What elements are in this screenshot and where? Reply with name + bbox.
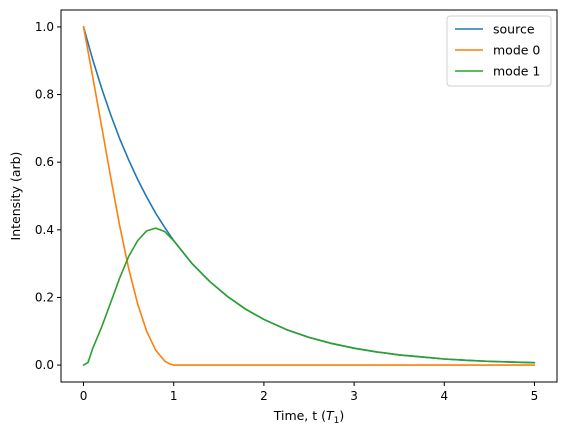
y-tick-label: 0.4 xyxy=(35,223,54,237)
x-axis-label: Time, t (T1) xyxy=(273,408,345,426)
x-axis-label-subscript: 1 xyxy=(334,416,340,426)
x-axis: 0 1 2 3 4 5 xyxy=(80,382,539,403)
legend-label: mode 1 xyxy=(493,64,540,79)
x-axis-label-suffix: ) xyxy=(339,408,344,423)
x-axis-label-symbol: T xyxy=(326,408,335,423)
y-tick-label: 0.6 xyxy=(35,155,54,169)
x-tick-label: 0 xyxy=(80,389,88,403)
x-axis-label-prefix: Time, t ( xyxy=(273,408,326,423)
x-tick-label: 2 xyxy=(260,389,268,403)
x-tick-label: 1 xyxy=(170,389,178,403)
series-layer xyxy=(82,26,536,366)
y-axis: 0.0 0.2 0.4 0.6 0.8 1.0 xyxy=(35,20,61,372)
x-tick-label: 3 xyxy=(350,389,358,403)
y-tick-label: 1.0 xyxy=(35,20,54,34)
legend-label: source xyxy=(493,22,535,37)
y-tick-label: 0.8 xyxy=(35,88,54,102)
y-tick-label: 0.2 xyxy=(35,290,54,304)
series-line-mode-0 xyxy=(82,26,536,366)
legend-box xyxy=(446,15,552,87)
series-line-mode-1 xyxy=(82,227,536,366)
legend: source mode 0 mode 1 xyxy=(446,15,552,87)
y-axis-label: Intensity (arb) xyxy=(8,152,23,241)
legend-label: mode 0 xyxy=(493,43,540,58)
x-tick-label: 4 xyxy=(440,389,448,403)
plot-frame xyxy=(60,9,558,383)
x-tick-label: 5 xyxy=(531,389,539,403)
y-tick-label: 0.0 xyxy=(35,358,54,372)
